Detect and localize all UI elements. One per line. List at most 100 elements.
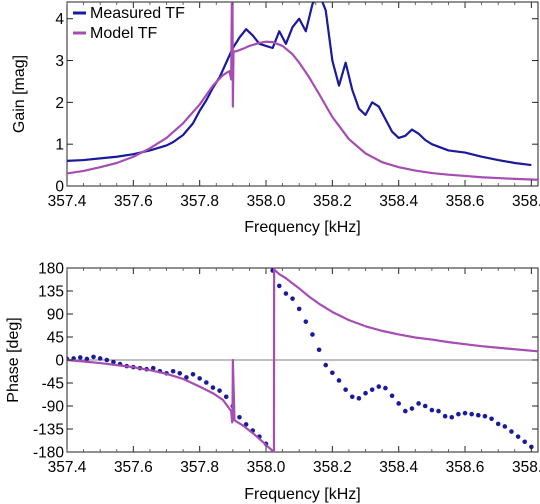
- phase-point: [237, 414, 242, 420]
- gain-y-tick-label: 3: [55, 53, 64, 70]
- phase-point: [422, 403, 428, 409]
- phase-point: [475, 412, 481, 418]
- phase-point: [489, 416, 494, 422]
- phase-x-tick-label: 357.4: [48, 459, 87, 476]
- phase-point: [217, 388, 222, 393]
- phase-point: [104, 357, 110, 363]
- phase-point: [243, 422, 249, 427]
- phase-y-tick-label: 45: [47, 330, 64, 347]
- phase-point: [204, 380, 209, 385]
- phase-y-tick-label: -90: [42, 399, 65, 416]
- gain-frame: [66, 1, 539, 187]
- phase-point: [330, 370, 335, 376]
- gain-y-ticks: 0 1 2 3 4: [55, 11, 538, 196]
- legend-label-measured: Measured TF: [90, 5, 185, 22]
- phase-x-tick-label: 357.8: [180, 459, 219, 476]
- phase-point: [223, 394, 229, 400]
- gain-plot-area: [66, 1, 539, 187]
- phase-y-ticks: 180 135 90 45 0 -45 -90 -135 -180: [33, 261, 538, 462]
- phase-point: [522, 439, 528, 445]
- phase-x-tick-label: 358.8: [512, 459, 540, 476]
- phase-point: [363, 390, 368, 396]
- phase-point: [276, 283, 282, 289]
- gain-x-tick-label: 358.8: [512, 193, 540, 210]
- phase-point: [190, 372, 196, 377]
- phase-point: [336, 378, 342, 383]
- phase-point: [403, 408, 408, 414]
- phase-series-group: [67, 268, 538, 452]
- phase-y-tick-label: 180: [38, 261, 64, 278]
- phase-x-tick-label: 358.0: [247, 459, 286, 476]
- phase-point: [210, 385, 216, 390]
- phase-point: [184, 375, 189, 380]
- gain-x-tick-label: 357.8: [180, 193, 219, 210]
- phase-point: [495, 421, 501, 427]
- phase-point: [84, 356, 90, 362]
- phase-point: [316, 347, 322, 353]
- phase-point: [456, 411, 461, 417]
- phase-point: [409, 406, 415, 411]
- gain-x-tick-label: 358.0: [247, 193, 286, 210]
- phase-y-tick-label: -45: [42, 376, 64, 393]
- gain-series-measured-tf-line: [67, 2, 532, 167]
- phase-point: [296, 306, 302, 312]
- gain-x-ticks: 357.4 357.6 357.8 358.0 358.2 358.4 358.6 358.8: [48, 2, 540, 210]
- phase-point: [310, 332, 315, 337]
- phase-point: [150, 365, 156, 371]
- phase-x-tick-label: 358.6: [446, 459, 485, 476]
- phase-point: [283, 291, 289, 296]
- phase-point: [111, 359, 116, 365]
- phase-point: [290, 296, 295, 301]
- phase-point: [97, 356, 103, 361]
- phase-y-tick-label: -135: [33, 422, 64, 439]
- phase-point: [349, 394, 355, 400]
- gain-y-tick-label: 2: [55, 95, 64, 112]
- phase-series-measured-tf: [67, 268, 534, 450]
- gain-series-model-tf-line: [67, 2, 538, 181]
- phase-point: [177, 370, 183, 376]
- phase-point: [323, 362, 329, 368]
- gain-x-tick-label: 357.6: [114, 193, 153, 210]
- phase-y-tick-label: -180: [33, 445, 64, 462]
- gain-series-group: [67, 2, 538, 181]
- gain-x-tick-label: 357.4: [48, 193, 87, 210]
- phase-x-tick-label: 358.2: [313, 459, 352, 476]
- gain-y-tick-label: 0: [55, 179, 64, 196]
- phase-point: [429, 407, 435, 413]
- phase-x-tick-label: 358.4: [379, 459, 418, 476]
- phase-point: [509, 429, 514, 434]
- legend-label-model: Model TF: [90, 25, 158, 42]
- gain-y-tick-label: 1: [55, 137, 64, 154]
- gain-x-tick-label: 358.2: [313, 193, 352, 210]
- phase-series-model-tf-line: [67, 268, 538, 452]
- gain-x-tick-label: 358.6: [446, 193, 485, 210]
- phase-point: [469, 411, 474, 417]
- phase-point: [515, 434, 521, 439]
- phase-point: [482, 413, 488, 419]
- phase-point: [343, 387, 348, 392]
- phase-point: [303, 319, 309, 324]
- phase-point: [389, 393, 395, 399]
- gain-x-axis-title: Frequency [kHz]: [244, 219, 360, 236]
- phase-plot-area: [66, 267, 539, 453]
- phase-point: [170, 368, 176, 374]
- phase-point: [396, 401, 401, 406]
- phase-point: [383, 385, 388, 391]
- gain-chart: 357.4 357.6 357.8 358.0 358.2 358.4 358.6 358.8…: [11, 1, 540, 236]
- gain-y-axis-title: Gain [mag]: [11, 55, 28, 133]
- phase-point: [197, 376, 202, 381]
- phase-point: [91, 354, 96, 360]
- phase-y-tick-label: 0: [55, 353, 64, 370]
- phase-chart: 357.4 357.6 357.8 358.0 358.2 358.4 358.6 358.8…: [5, 261, 540, 504]
- phase-point: [77, 355, 83, 360]
- phase-point: [442, 413, 448, 419]
- phase-point: [356, 396, 362, 401]
- gain-x-tick-label: 358.4: [379, 193, 418, 210]
- legend: Measured TF Model TF: [73, 5, 185, 42]
- phase-y-tick-label: 90: [47, 307, 65, 324]
- phase-point: [449, 414, 455, 420]
- phase-x-axis-title: Frequency [kHz]: [244, 486, 360, 503]
- phase-point: [462, 410, 468, 416]
- phase-point: [436, 408, 441, 414]
